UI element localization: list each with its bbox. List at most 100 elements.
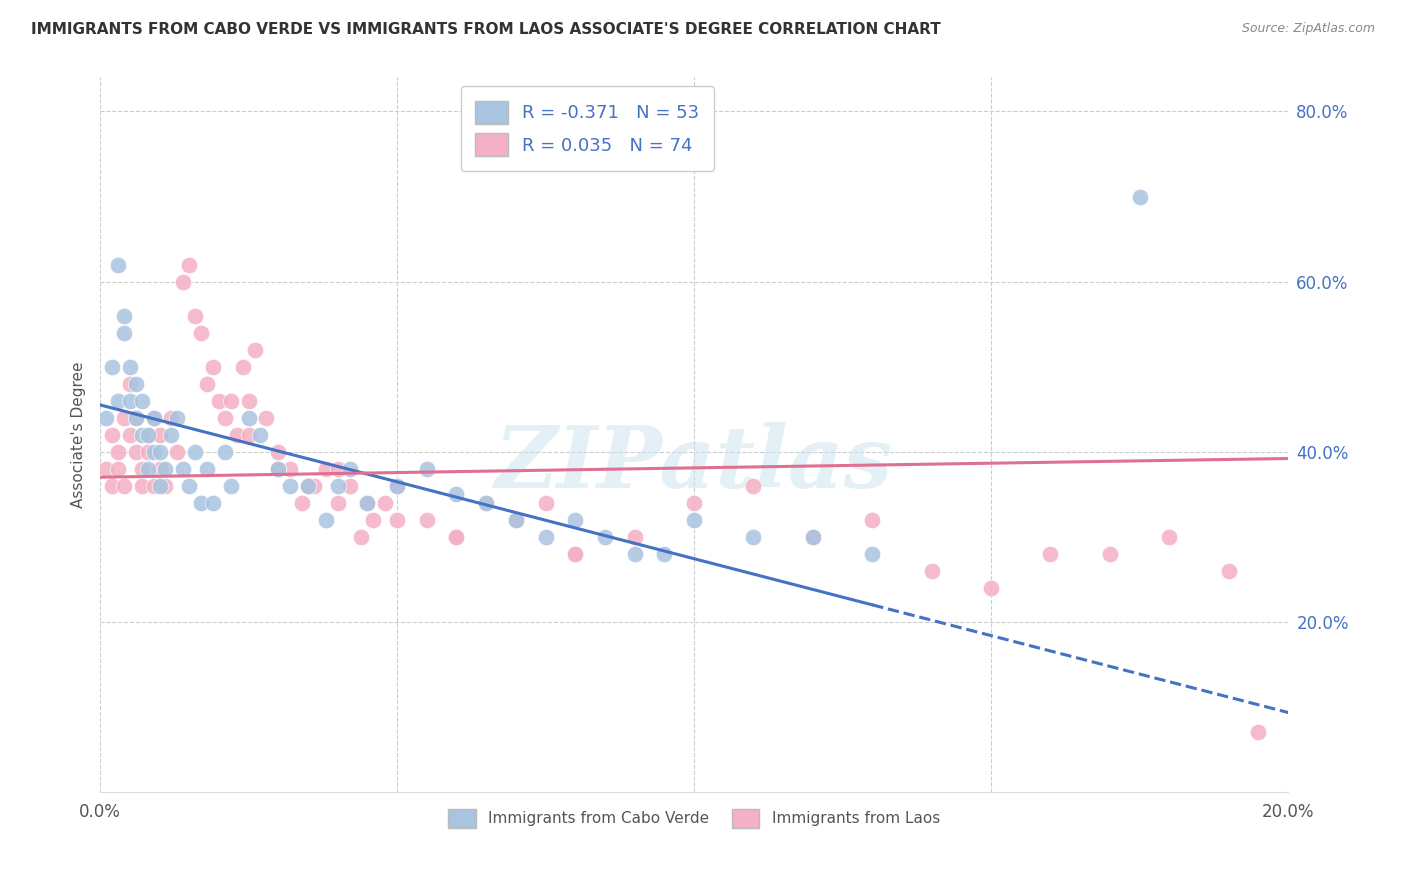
Point (356, 496, 378, 510)
Point (118, 393, 141, 408)
Point (315, 461, 337, 475)
Point (278, 479, 301, 493)
Point (921, 564, 943, 578)
Point (214, 444, 236, 458)
Text: IMMIGRANTS FROM CABO VERDE VS IMMIGRANTS FROM LAOS ASSOCIATE'S DEGREE CORRELATIO: IMMIGRANTS FROM CABO VERDE VS IMMIGRANTS… (31, 22, 941, 37)
Point (142, 410, 165, 425)
Point (297, 479, 319, 493)
Point (980, 581, 1002, 595)
Point (107, 444, 129, 458)
Point (142, 444, 165, 458)
Point (125, 410, 148, 425)
Point (278, 461, 301, 475)
Point (363, 513, 385, 527)
Point (148, 479, 170, 493)
Point (142, 479, 165, 493)
Point (350, 530, 373, 544)
Point (148, 444, 170, 458)
Point (315, 513, 337, 527)
Text: ZIPatlas: ZIPatlas (495, 422, 893, 505)
Point (107, 393, 129, 408)
Point (155, 461, 177, 475)
Point (267, 461, 290, 475)
Point (505, 513, 527, 527)
Point (112, 479, 135, 493)
Point (214, 410, 236, 425)
Point (416, 461, 439, 475)
Point (475, 496, 498, 510)
Point (238, 393, 260, 408)
Point (623, 547, 645, 561)
Point (683, 496, 706, 510)
Point (101, 359, 124, 374)
Point (172, 275, 194, 289)
Point (136, 461, 159, 475)
Point (654, 547, 676, 561)
Point (801, 530, 824, 544)
Point (243, 343, 266, 357)
Point (742, 479, 765, 493)
Point (219, 479, 242, 493)
Point (112, 326, 135, 340)
Point (374, 496, 396, 510)
Point (446, 530, 468, 544)
Point (385, 513, 408, 527)
Point (356, 496, 378, 510)
Point (326, 461, 349, 475)
Point (136, 444, 159, 458)
Point (623, 530, 645, 544)
Point (131, 461, 153, 475)
Point (232, 359, 254, 374)
Point (267, 444, 290, 458)
Point (267, 461, 290, 475)
Point (302, 479, 325, 493)
Point (195, 376, 218, 391)
Point (142, 410, 165, 425)
Point (564, 513, 586, 527)
Point (475, 496, 498, 510)
Point (534, 530, 557, 544)
Point (107, 258, 129, 272)
Point (249, 427, 271, 442)
Point (112, 309, 135, 323)
Point (125, 444, 148, 458)
Point (1159, 530, 1181, 544)
Point (112, 410, 135, 425)
Point (131, 427, 153, 442)
Y-axis label: Associate's Degree: Associate's Degree (72, 361, 86, 508)
Point (860, 513, 883, 527)
Point (564, 547, 586, 561)
Point (505, 513, 527, 527)
Point (254, 410, 277, 425)
Point (118, 359, 141, 374)
Point (148, 461, 170, 475)
Point (291, 496, 314, 510)
Point (564, 547, 586, 561)
Point (166, 444, 188, 458)
Point (1128, 189, 1150, 203)
Point (385, 479, 408, 493)
Point (1098, 547, 1121, 561)
Point (238, 427, 260, 442)
Point (238, 410, 260, 425)
Point (148, 427, 170, 442)
Point (101, 427, 124, 442)
Point (155, 479, 177, 493)
Point (339, 479, 361, 493)
Point (326, 479, 349, 493)
Point (125, 376, 148, 391)
Point (201, 496, 224, 510)
Point (593, 530, 616, 544)
Point (416, 513, 439, 527)
Point (534, 496, 557, 510)
Point (118, 427, 141, 442)
Point (131, 393, 153, 408)
Point (179, 479, 201, 493)
Point (446, 487, 468, 501)
Point (505, 513, 527, 527)
Point (339, 461, 361, 475)
Point (801, 530, 824, 544)
Point (190, 496, 212, 510)
Point (219, 393, 242, 408)
Point (94, 461, 117, 475)
